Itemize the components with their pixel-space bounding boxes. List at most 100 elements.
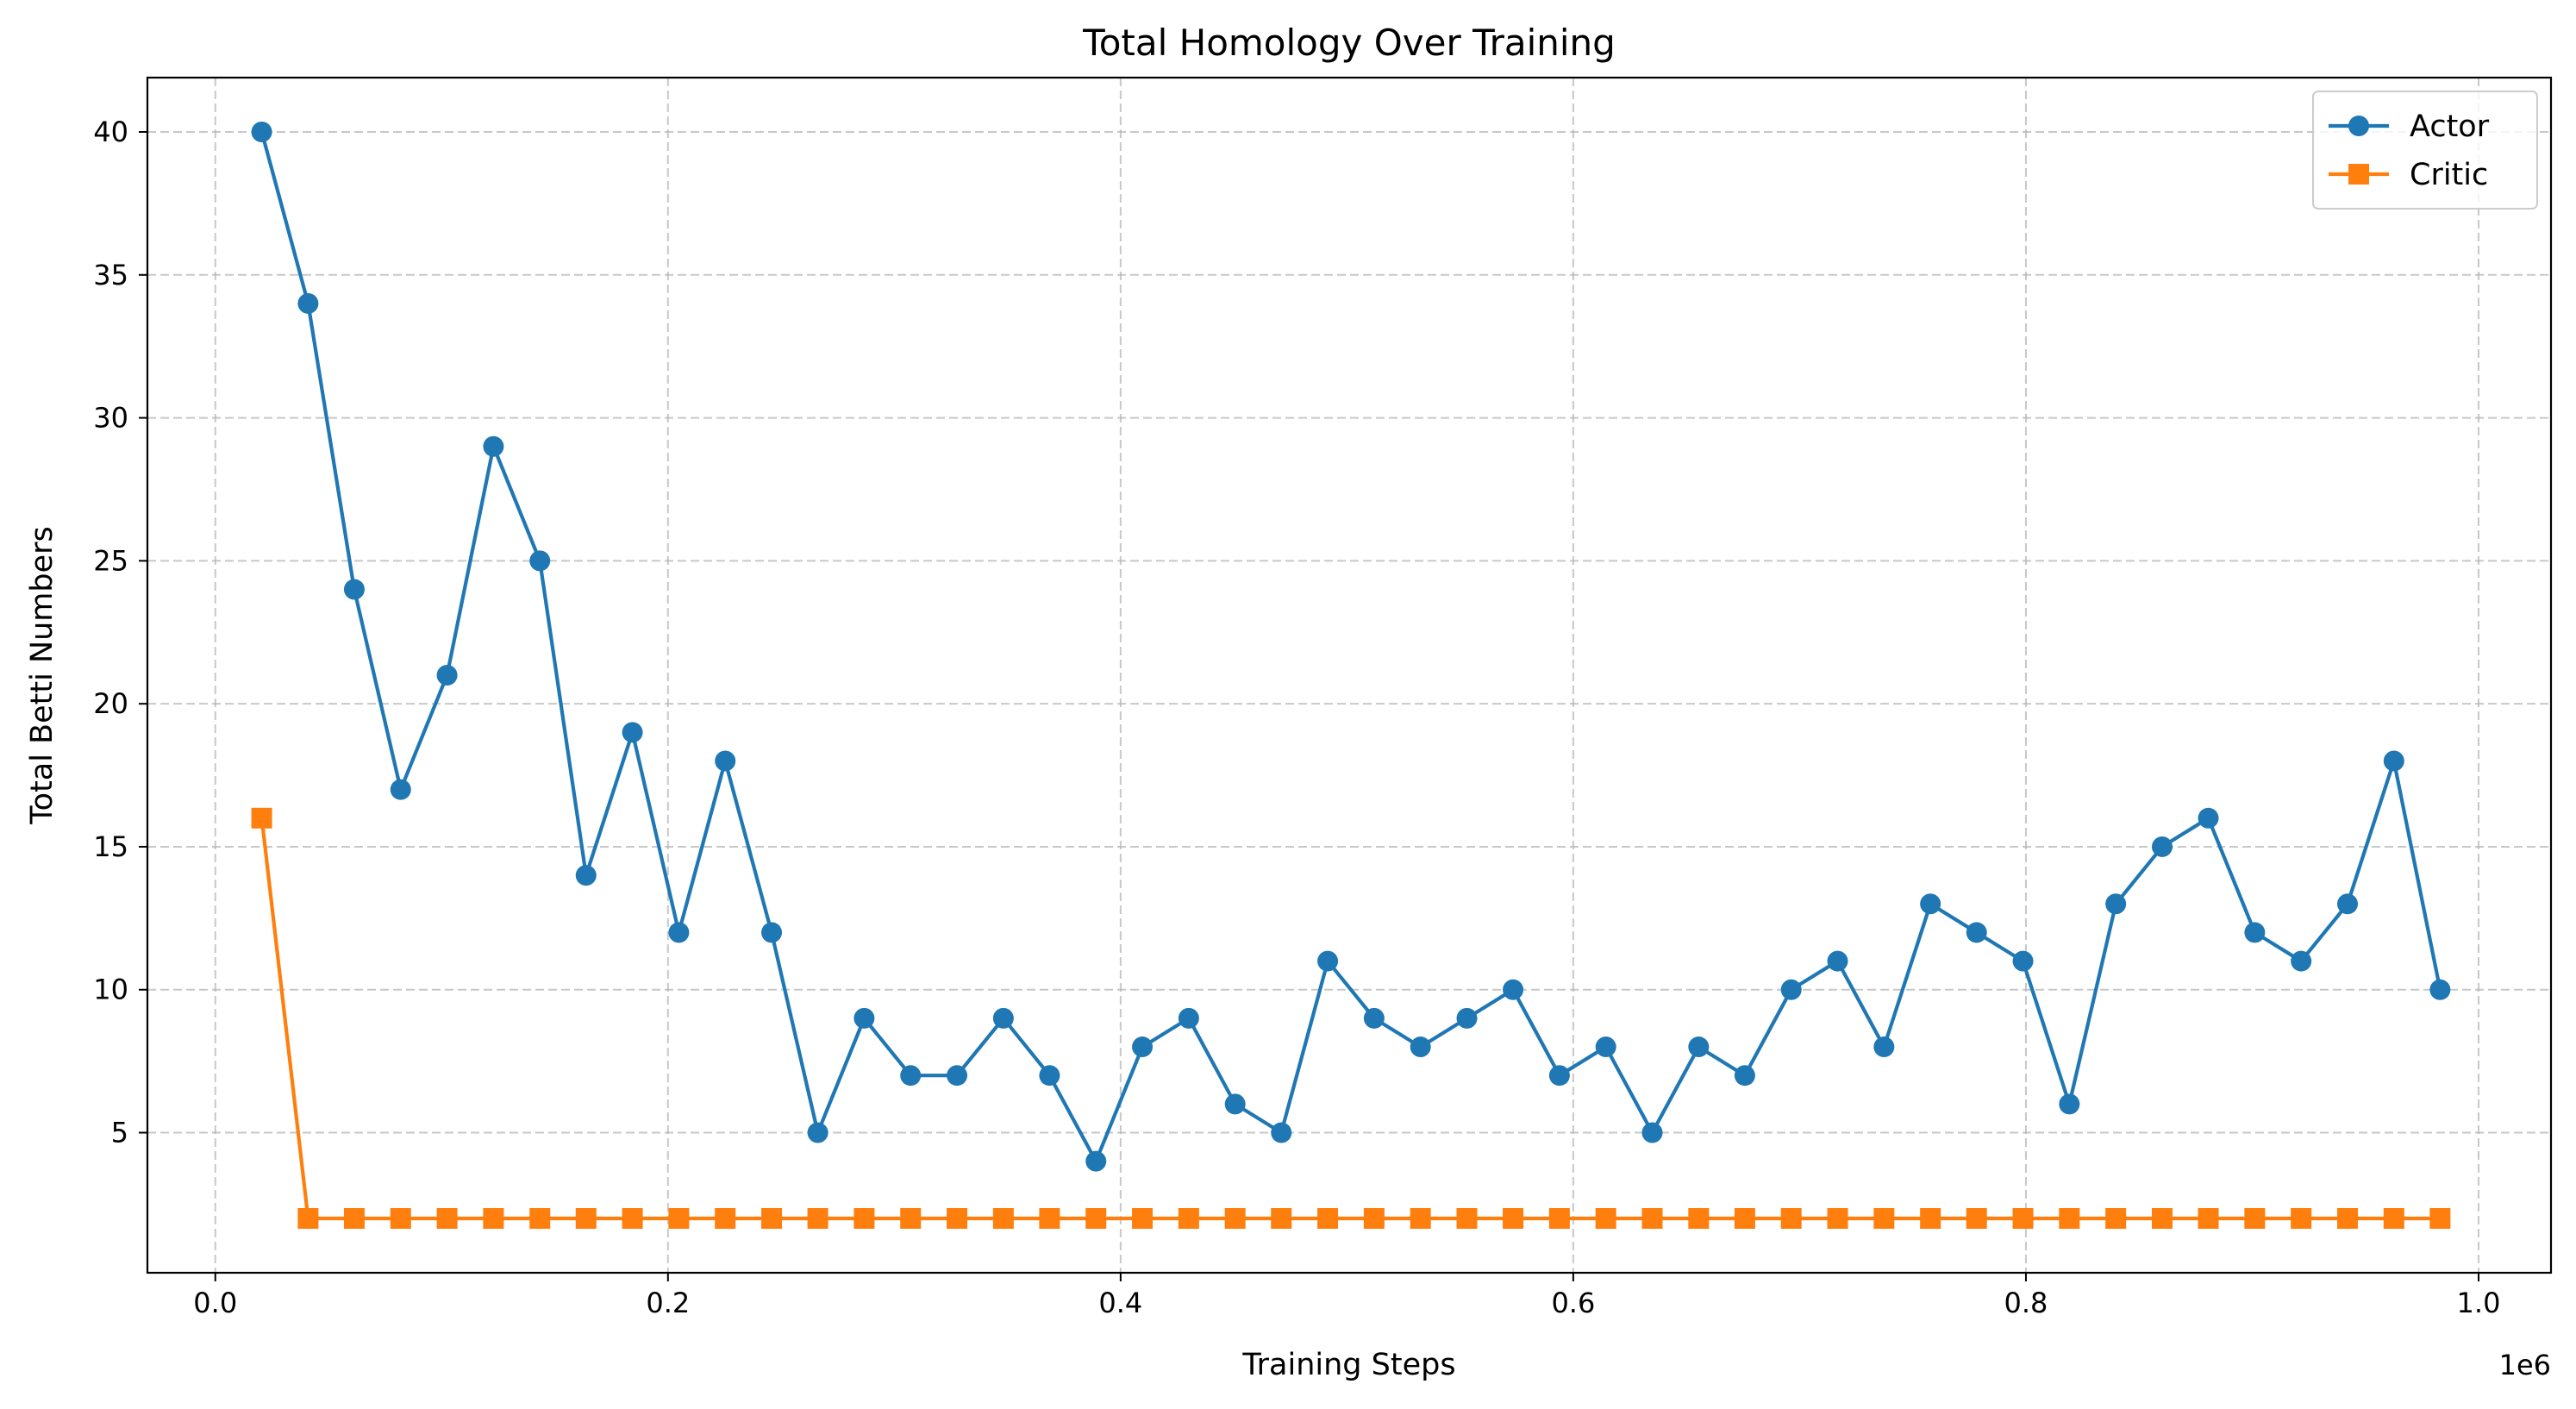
data-point	[900, 1208, 922, 1229]
data-point	[992, 1208, 1014, 1229]
chart-title: Total Homology Over Training	[1082, 22, 1616, 64]
data-point	[1271, 1208, 1292, 1229]
data-point	[2336, 1208, 2358, 1229]
data-point	[436, 1208, 458, 1229]
data-point	[2012, 950, 2034, 972]
data-point	[2429, 979, 2451, 1000]
data-point	[1039, 1065, 1060, 1086]
data-point	[1966, 922, 1987, 943]
legend-marker	[2348, 116, 2369, 136]
data-point	[1224, 1093, 1246, 1115]
legend-entry-actor: Actor	[2329, 110, 2490, 144]
data-point	[1178, 1208, 1199, 1229]
data-point	[1410, 1036, 1431, 1058]
data-point	[1920, 893, 1941, 915]
data-point	[1966, 1208, 1987, 1229]
data-point	[297, 1208, 319, 1229]
data-point	[529, 1208, 551, 1229]
data-point	[2336, 893, 2358, 915]
y-tick-label: 40	[93, 116, 128, 148]
data-point	[1780, 1208, 1802, 1229]
y-tick-label: 30	[93, 402, 128, 435]
data-point	[483, 1208, 504, 1229]
data-point	[1132, 1036, 1154, 1058]
data-point	[575, 1208, 597, 1229]
data-point	[2383, 750, 2404, 772]
data-point	[2383, 1208, 2404, 1229]
legend-label: Critic	[2410, 158, 2488, 192]
data-point	[251, 122, 272, 142]
series-actor	[251, 122, 2451, 1172]
y-tick-label: 10	[93, 974, 128, 1006]
data-point	[2012, 1208, 2034, 1229]
data-point	[1456, 1007, 1478, 1029]
data-point	[1503, 1208, 1524, 1229]
data-point	[390, 1208, 411, 1229]
data-point	[2244, 922, 2266, 943]
data-point	[343, 1208, 365, 1229]
data-point	[1132, 1208, 1154, 1229]
data-point	[1456, 1208, 1478, 1229]
data-point	[1780, 979, 1802, 1000]
data-point	[483, 435, 504, 457]
data-point	[1363, 1208, 1385, 1229]
data-point	[668, 1208, 690, 1229]
data-point	[1548, 1065, 1570, 1086]
data-point	[575, 865, 597, 886]
data-point	[1873, 1036, 1895, 1058]
data-point	[668, 922, 690, 943]
data-point	[2059, 1208, 2080, 1229]
y-tick-label: 35	[93, 259, 128, 291]
data-point	[2198, 807, 2219, 829]
data-point	[2105, 893, 2127, 915]
data-point	[297, 292, 319, 314]
data-point	[853, 1208, 875, 1229]
data-point	[622, 722, 643, 743]
data-point	[2151, 1208, 2173, 1229]
legend-entries: Actor Critic	[2329, 110, 2490, 192]
data-point	[2429, 1208, 2451, 1229]
data-point	[1317, 950, 1339, 972]
data-point	[900, 1065, 922, 1086]
data-point	[1595, 1036, 1616, 1058]
y-axis-label: Total Betti Numbers	[25, 526, 59, 825]
y-tick-label: 5	[111, 1117, 128, 1149]
legend: Actor Critic	[2312, 91, 2538, 210]
data-point	[436, 665, 458, 686]
data-point	[1317, 1208, 1339, 1229]
data-point	[2151, 836, 2173, 857]
data-point	[992, 1007, 1014, 1029]
x-tick-label: 0.8	[2004, 1287, 2048, 1319]
data-point	[853, 1007, 875, 1029]
data-point	[2198, 1208, 2219, 1229]
x-axis-label: Training Steps	[1241, 1348, 1455, 1382]
series-critic	[251, 807, 2451, 1229]
data-point	[1039, 1208, 1060, 1229]
data-point	[947, 1208, 968, 1229]
data-point	[2291, 950, 2312, 972]
data-point	[1271, 1122, 1292, 1143]
data-point	[1548, 1208, 1570, 1229]
series-line-actor	[259, 131, 2442, 1163]
data-point	[1503, 979, 1524, 1000]
legend-marker	[2348, 164, 2369, 185]
x-tick-label: 0.4	[1098, 1287, 1142, 1319]
data-point	[1641, 1208, 1663, 1229]
data-point	[1363, 1007, 1385, 1029]
legend-entry-critic: Critic	[2329, 158, 2488, 192]
data-point	[1178, 1007, 1199, 1029]
ticks: 0.0 0.2 0.4 0.6 0.8 1.0 5 10 15 20 25 30 35 40	[93, 116, 2500, 1319]
data-point	[1595, 1208, 1616, 1229]
x-tick-label: 0.0	[193, 1287, 237, 1319]
data-point	[1085, 1208, 1107, 1229]
data-point	[2291, 1208, 2312, 1229]
data-point	[2059, 1093, 2080, 1115]
data-point	[807, 1208, 828, 1229]
data-point	[622, 1208, 643, 1229]
data-point	[1827, 950, 1848, 972]
data-point	[1688, 1208, 1710, 1229]
y-tick-label: 15	[93, 830, 128, 863]
data-point	[761, 922, 783, 943]
x-axis-offset-label: 1e6	[2499, 1349, 2551, 1381]
data-point	[390, 779, 411, 800]
